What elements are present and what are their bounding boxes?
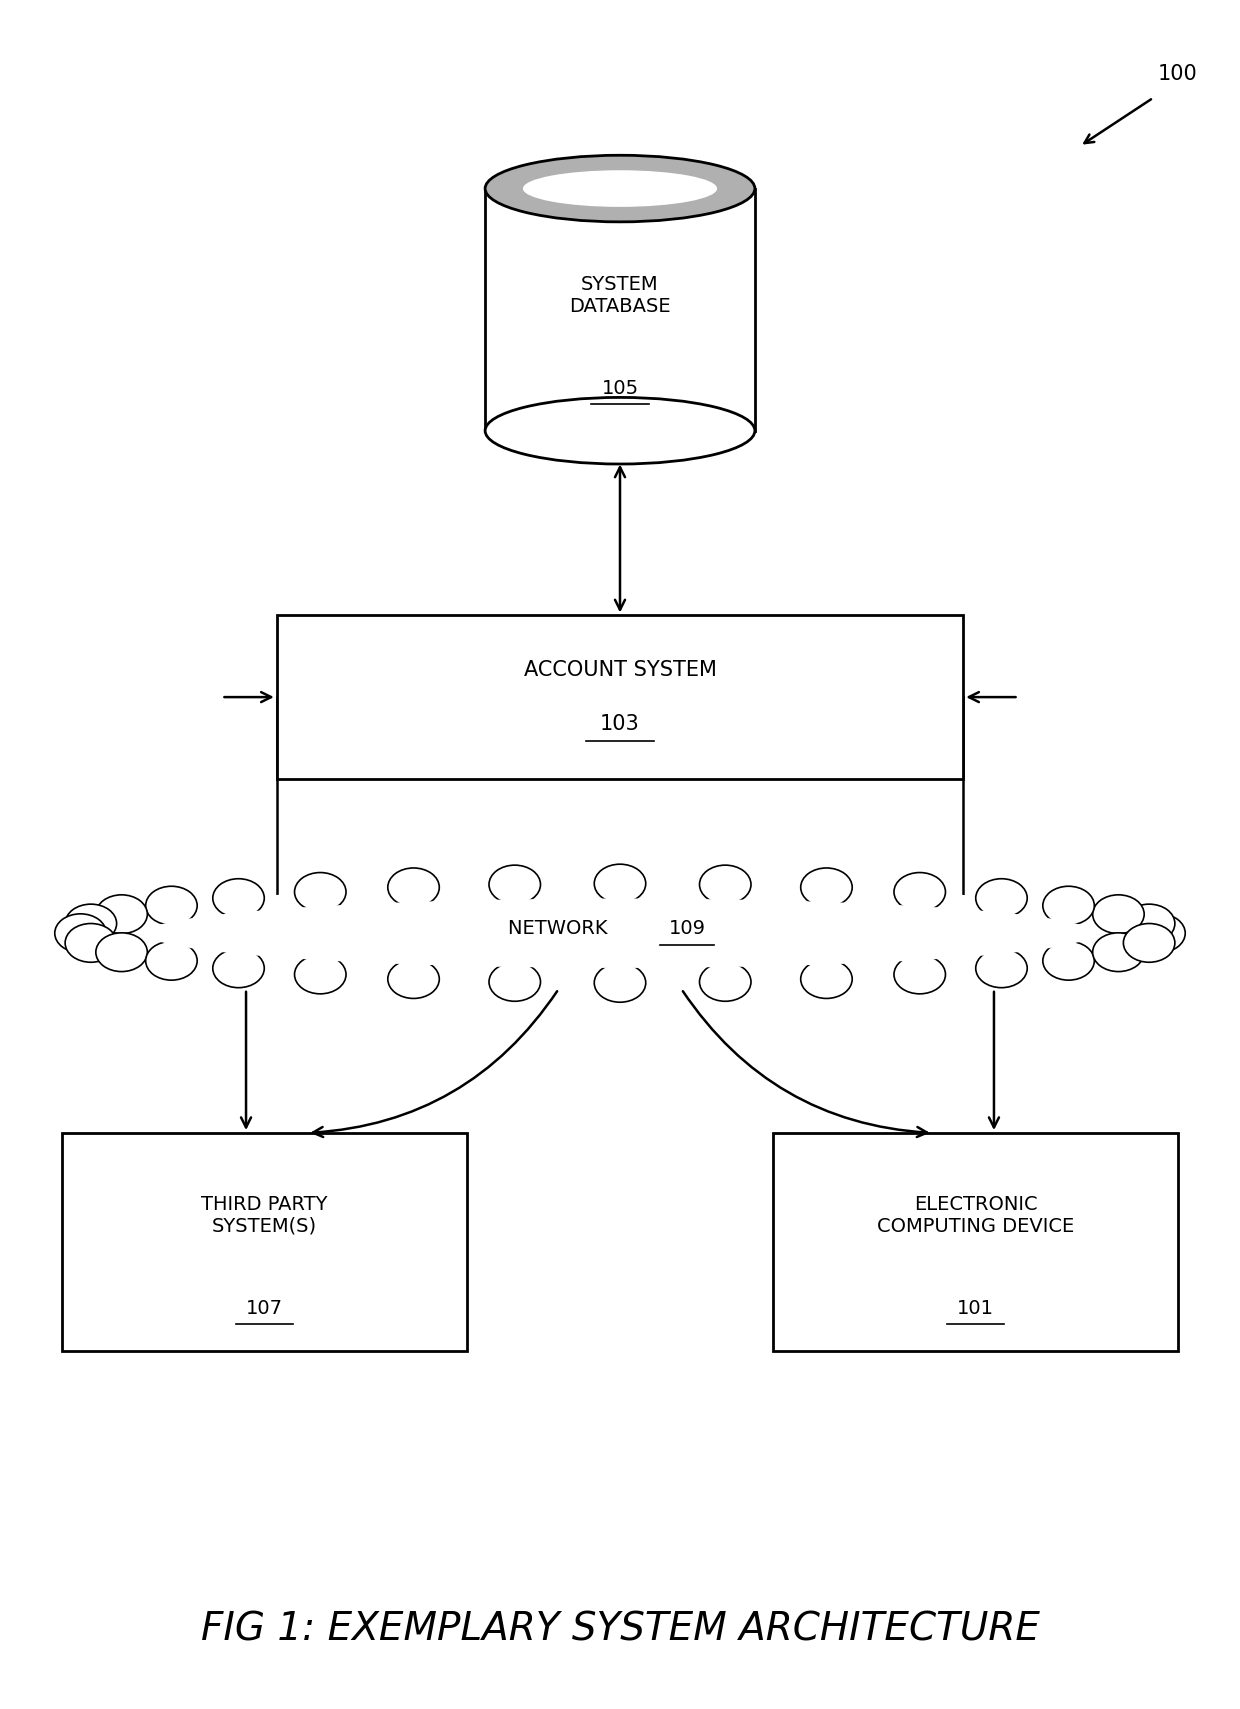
- Ellipse shape: [894, 873, 945, 911]
- Ellipse shape: [213, 948, 264, 988]
- Ellipse shape: [145, 887, 197, 925]
- Ellipse shape: [1123, 904, 1174, 943]
- Ellipse shape: [485, 398, 755, 465]
- Ellipse shape: [66, 904, 117, 943]
- Bar: [774, 1133, 1178, 1350]
- Text: 100: 100: [1158, 63, 1198, 84]
- Ellipse shape: [894, 955, 945, 995]
- Ellipse shape: [489, 962, 541, 1001]
- Ellipse shape: [1043, 942, 1095, 981]
- Ellipse shape: [388, 960, 439, 998]
- Ellipse shape: [1133, 914, 1185, 952]
- Ellipse shape: [523, 171, 717, 207]
- Text: ELECTRONIC
COMPUTING DEVICE: ELECTRONIC COMPUTING DEVICE: [877, 1195, 1074, 1236]
- Text: SYSTEM
DATABASE: SYSTEM DATABASE: [569, 275, 671, 316]
- Ellipse shape: [485, 156, 755, 222]
- Ellipse shape: [1092, 933, 1145, 972]
- Ellipse shape: [95, 896, 148, 933]
- Text: 107: 107: [246, 1299, 283, 1318]
- Text: NETWORK: NETWORK: [508, 919, 614, 938]
- Ellipse shape: [976, 878, 1027, 918]
- Text: FIG 1: EXEMPLARY SYSTEM ARCHITECTURE: FIG 1: EXEMPLARY SYSTEM ARCHITECTURE: [201, 1610, 1039, 1649]
- Ellipse shape: [295, 955, 346, 995]
- Ellipse shape: [388, 868, 439, 907]
- Ellipse shape: [1043, 887, 1095, 925]
- Ellipse shape: [976, 948, 1027, 988]
- Text: 103: 103: [600, 714, 640, 733]
- Ellipse shape: [95, 933, 148, 972]
- Ellipse shape: [699, 865, 751, 904]
- Ellipse shape: [1123, 923, 1174, 962]
- Bar: [485, 188, 755, 431]
- Ellipse shape: [145, 899, 1095, 967]
- Ellipse shape: [81, 884, 1159, 983]
- Text: ACCOUNT SYSTEM: ACCOUNT SYSTEM: [523, 660, 717, 680]
- Ellipse shape: [594, 964, 646, 1001]
- Bar: [277, 615, 963, 779]
- Ellipse shape: [66, 923, 117, 962]
- Ellipse shape: [699, 962, 751, 1001]
- Ellipse shape: [801, 868, 852, 907]
- Ellipse shape: [145, 942, 197, 981]
- Ellipse shape: [489, 865, 541, 904]
- Text: THIRD PARTY
SYSTEM(S): THIRD PARTY SYSTEM(S): [201, 1195, 327, 1236]
- Ellipse shape: [594, 865, 646, 902]
- Ellipse shape: [801, 960, 852, 998]
- Text: 105: 105: [601, 379, 639, 398]
- Text: 109: 109: [668, 919, 706, 938]
- Ellipse shape: [1092, 896, 1145, 933]
- Ellipse shape: [55, 914, 107, 952]
- Text: 101: 101: [957, 1299, 994, 1318]
- Bar: [62, 1133, 466, 1350]
- Ellipse shape: [295, 873, 346, 911]
- Ellipse shape: [213, 878, 264, 918]
